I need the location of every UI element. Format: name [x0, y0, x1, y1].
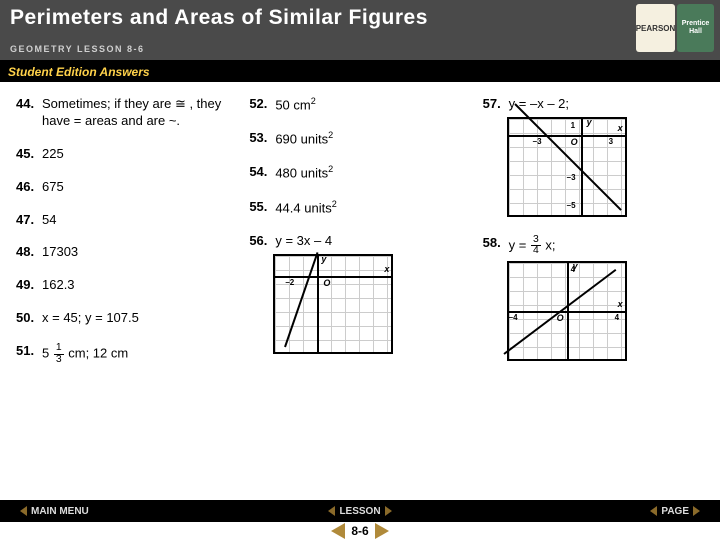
prev-page-button[interactable] [331, 523, 345, 539]
page-nav[interactable]: PAGE [473, 506, 700, 517]
answer-47: 47. 54 [16, 212, 237, 229]
triangle-right-icon [693, 506, 700, 516]
column-1: 44. Sometimes; if they are ≅ , they have… [10, 96, 243, 482]
answer-44: 44. Sometimes; if they are ≅ , they have… [16, 96, 237, 130]
triangle-left-icon [328, 506, 335, 516]
answer-58: 58. y = 3 4 x; [483, 235, 704, 257]
lesson-subtitle: GEOMETRY LESSON 8-6 [10, 44, 145, 54]
page-number-nav: 8-6 [0, 522, 720, 540]
answers-label: Student Edition Answers [8, 65, 150, 79]
graph-57: y x O –3 3 1 –3 –5 [507, 117, 627, 217]
lesson-nav[interactable]: LESSON [247, 506, 474, 517]
grid [275, 256, 391, 352]
logo-prentice-hall: Prentice Hall [677, 4, 714, 52]
answer-45: 45. 225 [16, 146, 237, 163]
footer: MAIN MENU LESSON PAGE 8-6 [0, 500, 720, 540]
answer-48: 48. 17303 [16, 244, 237, 261]
answer-50: 50. x = 45; y = 107.5 [16, 310, 237, 327]
column-3: 57. y = –x – 2; y x O –3 3 1 –3 –5 58. y… [477, 96, 710, 482]
answer-54: 54. 480 units2 [249, 164, 470, 182]
next-page-button[interactable] [375, 523, 389, 539]
answer-53: 53. 690 units2 [249, 130, 470, 148]
graph-58: y x O –4 4 4 [507, 261, 627, 361]
page-title: Perimeters and Areas of Similar Figures [10, 6, 428, 30]
answer-52: 52. 50 cm2 [249, 96, 470, 114]
graph-56: y x O –2 [273, 254, 393, 354]
triangle-right-icon [385, 506, 392, 516]
fraction: 1 3 [54, 343, 64, 365]
answer-56: 56. y = 3x – 4 [249, 233, 470, 250]
column-2: 52. 50 cm2 53. 690 units2 54. 480 units2… [243, 96, 476, 482]
footer-bar: MAIN MENU LESSON PAGE [0, 500, 720, 522]
triangle-left-icon [20, 506, 27, 516]
main-menu-button[interactable]: MAIN MENU [20, 506, 247, 517]
y-axis [317, 256, 319, 352]
answer-51: 51. 5 1 3 cm; 12 cm [16, 343, 237, 365]
page-number: 8-6 [351, 524, 368, 538]
x-axis [509, 311, 625, 313]
publisher-logo: PEARSON Prentice Hall [636, 4, 714, 52]
answer-46: 46. 675 [16, 179, 237, 196]
y-axis [581, 119, 583, 215]
content: 44. Sometimes; if they are ≅ , they have… [0, 82, 720, 482]
answer-49: 49. 162.3 [16, 277, 237, 294]
answer-55: 55. 44.4 units2 [249, 199, 470, 217]
answers-bar: Student Edition Answers [0, 62, 720, 82]
triangle-left-icon [650, 506, 657, 516]
x-axis [509, 135, 625, 137]
fraction: 3 4 [531, 235, 541, 257]
header: Perimeters and Areas of Similar Figures … [0, 0, 720, 62]
logo-pearson: PEARSON [636, 4, 675, 52]
